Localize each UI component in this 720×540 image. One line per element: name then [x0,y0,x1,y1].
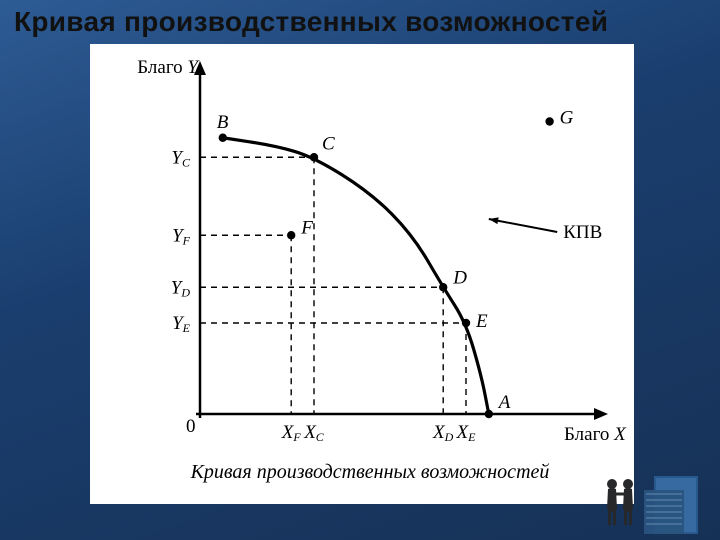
skyscraper-icon [644,476,698,534]
svg-text:XC: XC [303,422,325,444]
svg-text:B: B [217,112,229,133]
slide-root: Кривая производственных возможностей Бла… [0,0,720,540]
svg-text:G: G [560,108,574,129]
corner-art [584,454,704,534]
svg-text:D: D [452,267,467,288]
svg-text:XE: XE [456,422,477,444]
people-icon [607,479,633,525]
svg-text:КПВ: КПВ [563,222,602,243]
chart-panel: Благо Y Благо X 0 B C F D E A G YC YF YD YE XFXC XDXE КП… [90,44,634,504]
svg-text:F: F [300,217,313,238]
svg-text:XD: XD [432,422,454,444]
svg-text:A: A [497,392,511,413]
svg-text:C: C [322,133,335,154]
svg-text:YE: YE [172,313,191,335]
svg-text:YF: YF [172,225,191,247]
svg-text:YD: YD [171,277,191,299]
svg-text:0: 0 [186,416,196,437]
corner-art-svg [584,454,704,534]
ppf-chart: Благо Y Благо X 0 B C F D E A G YC YF YD YE XFXC XDXE КП… [90,44,634,504]
svg-text:E: E [475,311,488,332]
svg-text:Кривая производственных возмож: Кривая производственных возможностей [190,461,550,483]
svg-text:XF: XF [281,422,302,444]
svg-text:YC: YC [171,147,191,169]
svg-text:Благо X: Благо X [564,424,627,445]
svg-text:Благо Y: Благо Y [137,57,200,78]
slide-title: Кривая производственных возможностей [14,6,608,38]
